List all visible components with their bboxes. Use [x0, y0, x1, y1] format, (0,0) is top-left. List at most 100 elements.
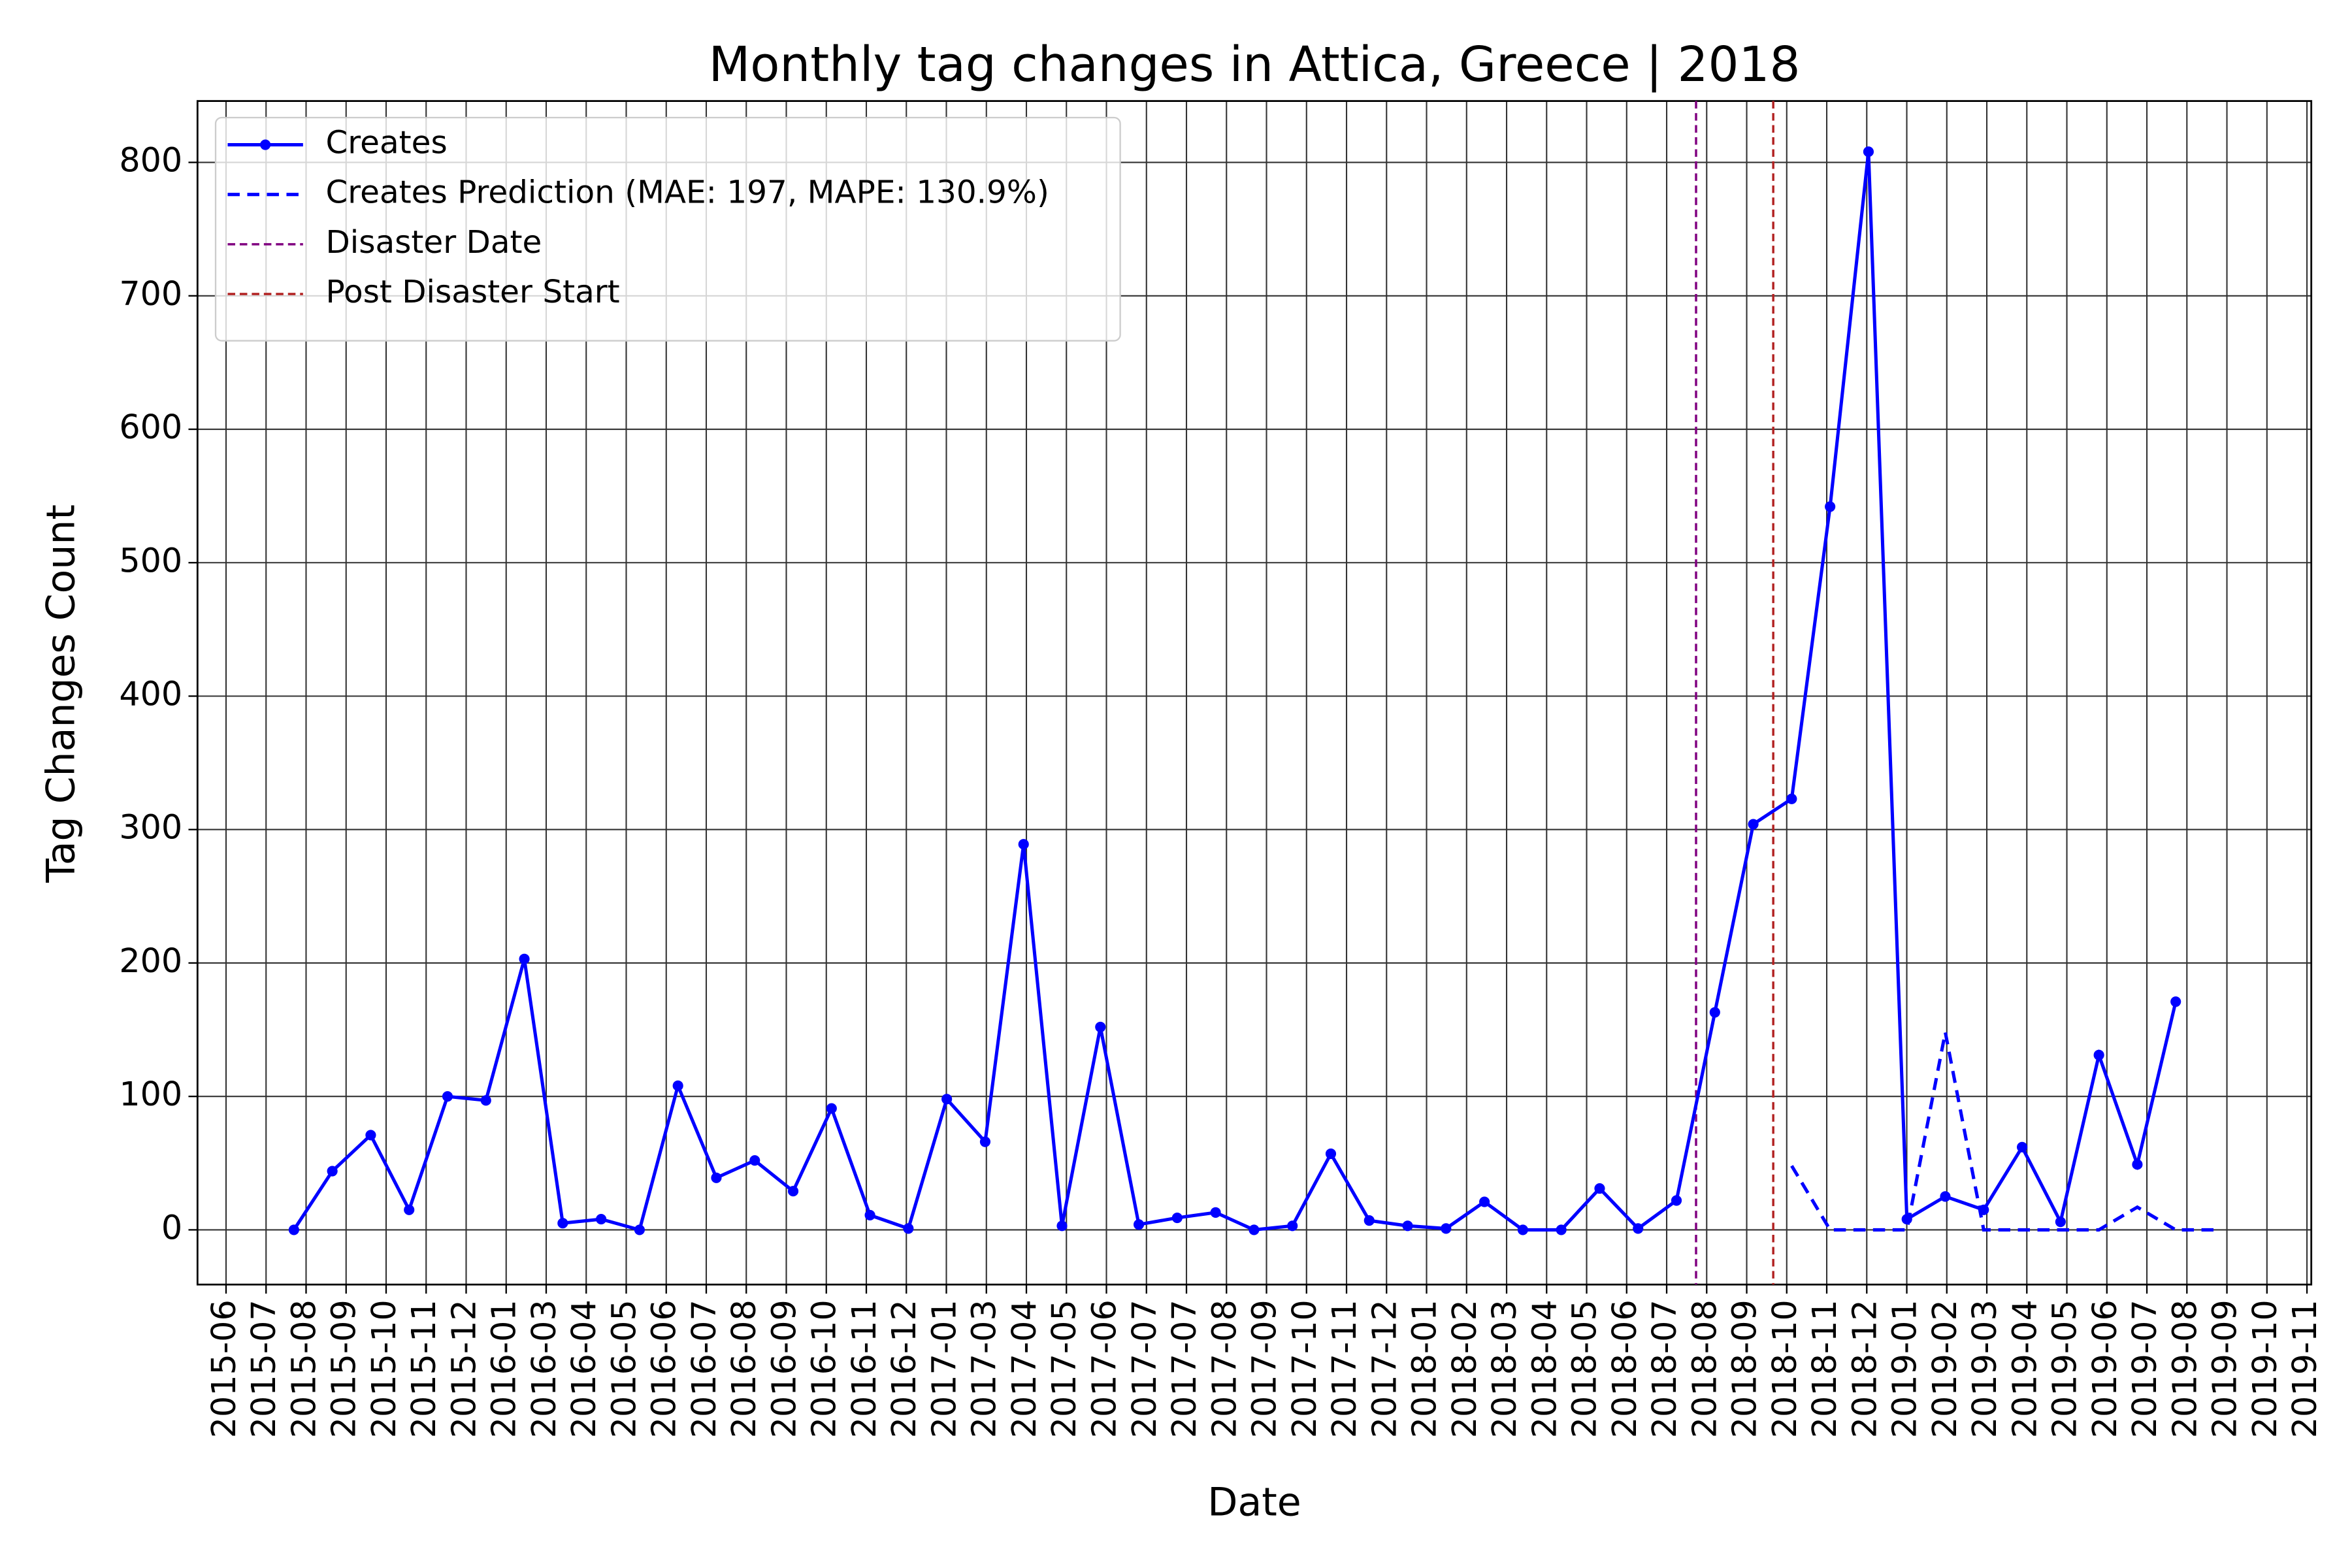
x-tick-label: 2019-10 — [2246, 1299, 2284, 1438]
y-tick-label: 600 — [119, 408, 182, 446]
x-tick-label: 2018-09 — [1725, 1299, 1764, 1438]
data-point — [1709, 1007, 1720, 1018]
x-tick-label: 2016-06 — [645, 1299, 683, 1438]
x-tick-label: 2018-02 — [1445, 1299, 1484, 1438]
data-point — [711, 1172, 722, 1183]
data-point — [442, 1091, 453, 1102]
series-line — [1790, 1032, 2214, 1232]
chart-title: Monthly tag changes in Attica, Greece | … — [709, 37, 1801, 93]
x-tick-label: 2015-08 — [284, 1299, 323, 1438]
data-point — [979, 1136, 991, 1147]
x-tick-label: 2018-07 — [1645, 1299, 1684, 1438]
y-tick-label: 100 — [119, 1075, 182, 1113]
x-tick-label: 2016-08 — [725, 1299, 763, 1438]
data-point — [2016, 1141, 2028, 1152]
data-point — [596, 1214, 607, 1225]
data-point — [1479, 1196, 1490, 1207]
x-tick-label: 2016-11 — [845, 1299, 883, 1438]
x-tick-label: 2017-11 — [1325, 1299, 1364, 1438]
y-axis-label: Tag Changes Count — [39, 504, 84, 883]
x-tick-label: 2017-05 — [1045, 1299, 1083, 1438]
x-tick-label: 2019-06 — [2085, 1299, 2124, 1438]
x-axis-label: Date — [1207, 1480, 1301, 1526]
x-tick-label: 2015-07 — [244, 1299, 283, 1438]
x-tick-label: 2016-01 — [485, 1299, 523, 1438]
legend-label: Creates — [325, 125, 447, 161]
data-point — [557, 1218, 568, 1229]
x-tick-label: 2017-09 — [1245, 1299, 1284, 1438]
data-point — [1018, 839, 1029, 850]
x-tick-label: 2018-08 — [1685, 1299, 1723, 1438]
x-tick-label: 2019-02 — [1925, 1299, 1964, 1438]
x-tick-label: 2016-07 — [685, 1299, 723, 1438]
x-tick-label: 2018-05 — [1565, 1299, 1604, 1438]
data-point — [634, 1224, 645, 1235]
data-point — [1171, 1212, 1183, 1224]
x-tick-label: 2016-10 — [805, 1299, 843, 1438]
data-point — [1287, 1220, 1298, 1232]
x-tick-label: 2016-04 — [564, 1299, 603, 1438]
data-point — [1133, 1219, 1145, 1230]
x-tick-label: 2018-11 — [1805, 1299, 1844, 1438]
x-tick-label: 2019-09 — [2206, 1299, 2244, 1438]
data-point — [1441, 1223, 1452, 1234]
y-tick-label: 0 — [161, 1208, 182, 1247]
data-point — [1825, 501, 1836, 512]
legend: Creates Creates Prediction (MAE: 197, MAP… — [214, 116, 1121, 342]
x-tick-label: 2015-12 — [444, 1299, 483, 1438]
data-point — [2170, 996, 2181, 1007]
data-point — [1056, 1220, 1068, 1232]
data-point — [1556, 1224, 1567, 1235]
data-point — [749, 1155, 760, 1166]
data-point — [519, 953, 530, 964]
data-point — [787, 1186, 799, 1197]
data-point — [2093, 1049, 2104, 1060]
x-tick-label: 2015-09 — [325, 1299, 363, 1438]
series-line — [292, 151, 2178, 1232]
x-tick-label: 2018-06 — [1605, 1299, 1644, 1438]
data-point — [1863, 146, 1874, 157]
data-point — [2055, 1217, 2066, 1228]
y-tick-label: 800 — [119, 141, 182, 180]
x-tick-label: 2015-10 — [365, 1299, 403, 1438]
data-point — [1940, 1191, 1951, 1202]
x-tick-label: 2017-07 — [1165, 1299, 1203, 1438]
legend-box — [214, 116, 1121, 342]
x-tick-label: 2016-05 — [604, 1299, 643, 1438]
data-point — [1671, 1195, 1682, 1206]
x-tick-label: 2019-05 — [2046, 1299, 2084, 1438]
data-point — [903, 1223, 914, 1234]
x-tick-label: 2017-04 — [1005, 1299, 1043, 1438]
data-point — [1364, 1215, 1375, 1226]
y-tick-label: 400 — [119, 674, 182, 713]
x-tick-label: 2017-03 — [965, 1299, 1004, 1438]
x-tick-label: 2016-09 — [765, 1299, 804, 1438]
x-tick-label: 2018-10 — [1765, 1299, 1804, 1438]
data-point — [1633, 1223, 1644, 1234]
x-tick-label: 2019-08 — [2165, 1299, 2204, 1438]
legend-label: Disaster Date — [325, 224, 542, 261]
y-tick-label: 700 — [119, 274, 182, 313]
x-tick-label: 2017-01 — [925, 1299, 964, 1438]
legend-label: Post Disaster Start — [325, 274, 619, 310]
y-tick-label: 500 — [119, 541, 182, 580]
x-tick-label: 2019-03 — [1965, 1299, 2004, 1438]
x-tick-label: 2017-07 — [1125, 1299, 1164, 1438]
x-tick-label: 2019-11 — [2285, 1299, 2324, 1438]
x-tick-label: 2016-12 — [885, 1299, 923, 1438]
data-point — [1748, 819, 1759, 830]
plot-frame — [196, 100, 2313, 1286]
data-point — [864, 1209, 875, 1221]
data-point — [1249, 1224, 1260, 1235]
x-tick-label: 2017-12 — [1365, 1299, 1403, 1438]
data-point — [288, 1224, 299, 1235]
x-tick-label: 2018-01 — [1405, 1299, 1444, 1438]
data-point — [672, 1080, 683, 1091]
y-tick-label: 200 — [119, 941, 182, 980]
data-point — [2132, 1159, 2143, 1170]
data-point — [1325, 1148, 1337, 1160]
data-point — [826, 1103, 837, 1114]
x-tick-label: 2016-03 — [525, 1299, 563, 1438]
data-point — [941, 1094, 953, 1105]
